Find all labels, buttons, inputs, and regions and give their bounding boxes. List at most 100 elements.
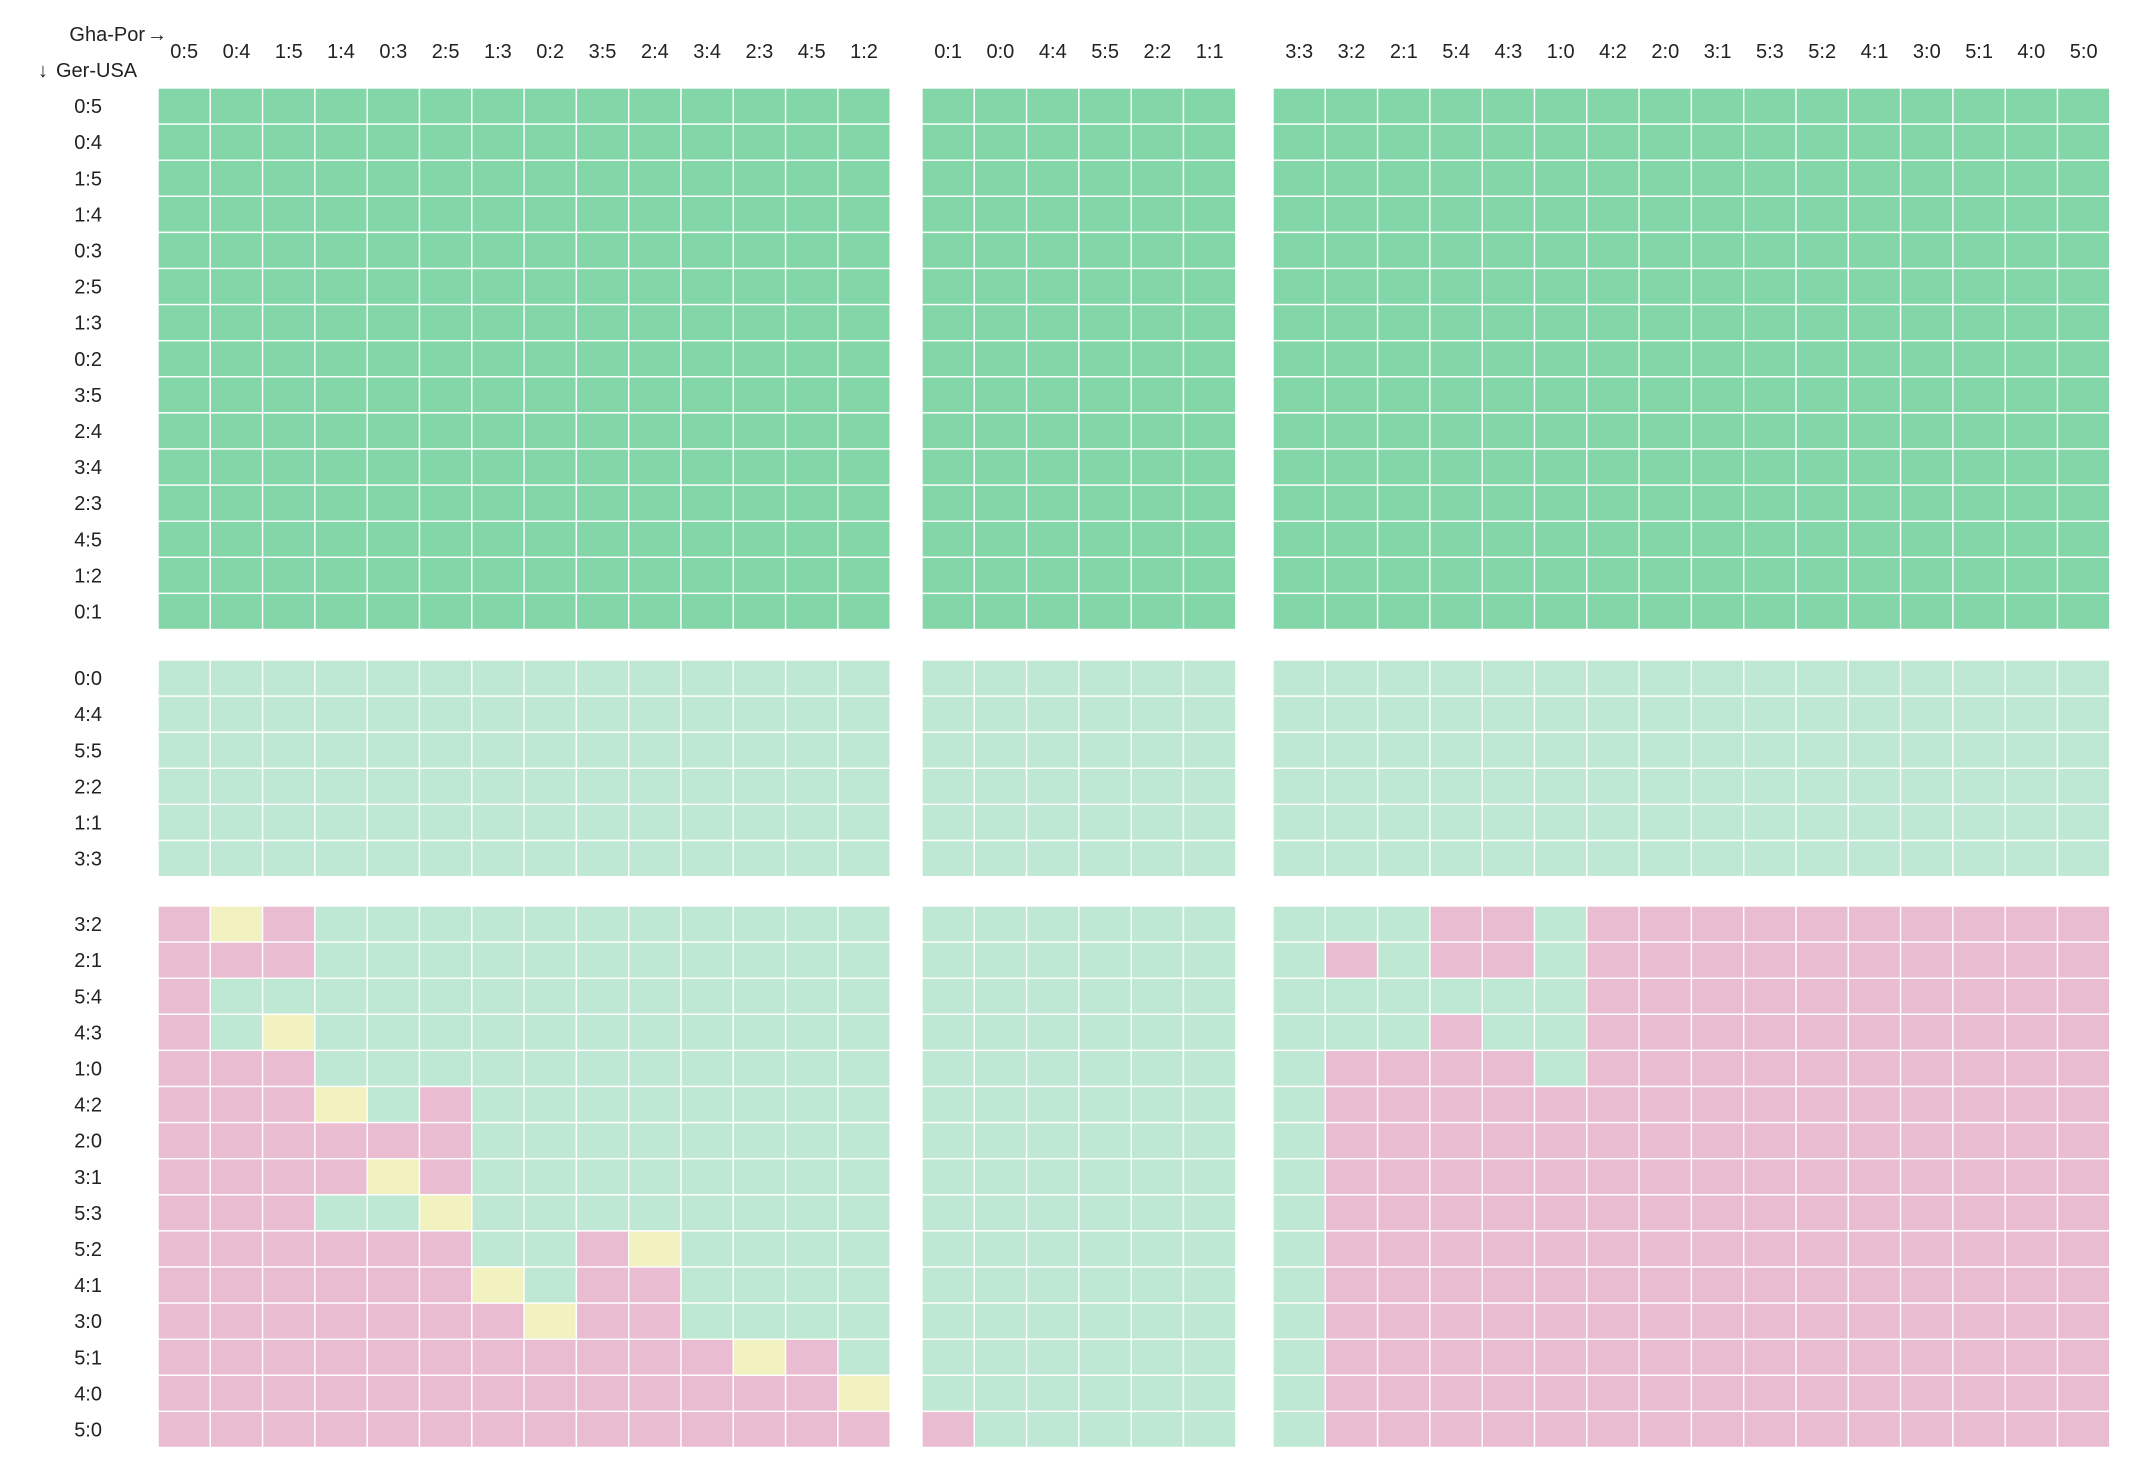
heatmap-cell [1324, 592, 1379, 631]
heatmap-cell [1272, 1374, 1326, 1413]
heatmap-cell [1078, 695, 1132, 733]
heatmap-cell [261, 592, 316, 631]
heatmap-cell [1078, 941, 1132, 979]
heatmap-cell [1182, 731, 1237, 770]
heatmap-cell [784, 123, 839, 161]
heatmap-cell [523, 1266, 578, 1304]
heatmap-cell [1272, 484, 1326, 522]
heatmap-cell [1899, 376, 1954, 414]
heatmap-cell [1690, 1374, 1745, 1413]
heatmap-cell [1952, 1266, 2006, 1304]
heatmap-cell [1847, 1374, 1902, 1413]
heatmap-cell [1182, 1374, 1237, 1413]
heatmap-cell [1376, 1374, 1431, 1413]
heatmap-cell [209, 659, 264, 697]
heatmap-cell [1481, 87, 1536, 125]
heatmap-cell [628, 1410, 682, 1449]
heatmap-cell [575, 231, 630, 270]
heatmap-cell [784, 556, 839, 595]
heatmap-cell [2004, 592, 2059, 631]
heatmap-cell [1130, 977, 1185, 1016]
heatmap-cell [1795, 448, 1849, 486]
heatmap-cell [418, 412, 473, 450]
heatmap-cell [1130, 412, 1185, 450]
heatmap-cell [1690, 484, 1745, 522]
heatmap-cell [1025, 1410, 1080, 1449]
heatmap-cell [1742, 231, 1797, 270]
heatmap-cell [418, 1121, 473, 1160]
heatmap-cell [628, 484, 682, 522]
heatmap-cell [732, 1230, 787, 1268]
heatmap-cell [523, 592, 578, 631]
heatmap-cell [1690, 1230, 1745, 1268]
heatmap-cell [837, 195, 891, 234]
heatmap-cell [1272, 303, 1326, 342]
heatmap-cell [837, 520, 891, 559]
heatmap-cell [1533, 412, 1588, 450]
heatmap-cell [2056, 1157, 2111, 1196]
heatmap-cell [1742, 659, 1797, 697]
heatmap-cell [1481, 803, 1536, 842]
heatmap-cell [1025, 1374, 1080, 1413]
heatmap-cell [209, 731, 264, 770]
heatmap-cell [471, 1374, 525, 1413]
heatmap-cell [784, 905, 839, 943]
heatmap-cell [471, 1157, 525, 1196]
heatmap-cell [2004, 1374, 2059, 1413]
heatmap-cell [732, 376, 787, 414]
heatmap-cell [1429, 1410, 1483, 1449]
heatmap-cell [1690, 520, 1745, 559]
heatmap-cell [1376, 1338, 1431, 1376]
heatmap-cell [366, 941, 421, 979]
heatmap-cell [628, 941, 682, 979]
heatmap-cell [1324, 1157, 1379, 1196]
heatmap-cell [1481, 159, 1536, 197]
heatmap-cell [1795, 340, 1849, 378]
column-label: 2:4 [641, 41, 669, 63]
heatmap-cell [1272, 1157, 1326, 1196]
heatmap-cell [523, 448, 578, 486]
heatmap-cell [973, 412, 1028, 450]
column-label: 1:2 [850, 41, 878, 63]
heatmap-cell [1533, 376, 1588, 414]
heatmap-cell [1586, 231, 1640, 270]
heatmap-cell [1481, 1157, 1536, 1196]
heatmap-cell [157, 905, 211, 943]
heatmap-cell [261, 1374, 316, 1413]
heatmap-cell [1952, 412, 2006, 450]
heatmap-cell [366, 1013, 421, 1052]
heatmap-cell [157, 1374, 211, 1413]
heatmap-cell [575, 195, 630, 234]
heatmap-cell [921, 839, 975, 878]
column-label: 1:4 [327, 41, 355, 63]
heatmap-cell [1376, 767, 1431, 806]
heatmap-cell [1324, 839, 1379, 878]
heatmap-cell [2056, 695, 2111, 733]
heatmap-cell [1130, 376, 1185, 414]
heatmap-cell [1130, 1013, 1185, 1052]
heatmap-cell [1182, 1302, 1237, 1340]
heatmap-cell [973, 448, 1028, 486]
heatmap-cell [1533, 123, 1588, 161]
heatmap-cell [2004, 1338, 2059, 1376]
heatmap-cell [1847, 231, 1902, 270]
heatmap-cell [1847, 448, 1902, 486]
heatmap-cell [1533, 1085, 1588, 1124]
heatmap-cell [1429, 767, 1483, 806]
heatmap-cell [973, 159, 1028, 197]
heatmap-cell [366, 412, 421, 450]
heatmap-cell [2056, 195, 2111, 234]
heatmap-cell [628, 1121, 682, 1160]
heatmap-cell [973, 1302, 1028, 1340]
heatmap-cell [1899, 1013, 1954, 1052]
column-label: 0:3 [379, 41, 407, 63]
heatmap-cell [366, 1410, 421, 1449]
heatmap-cell [1429, 592, 1483, 631]
heatmap-cell [784, 267, 839, 306]
heatmap-cell [261, 1121, 316, 1160]
heatmap-cell [1272, 159, 1326, 197]
heatmap-cell [1899, 1410, 1954, 1449]
heatmap-cell [209, 448, 264, 486]
heatmap-cell [921, 1230, 975, 1268]
heatmap-cell [1078, 159, 1132, 197]
